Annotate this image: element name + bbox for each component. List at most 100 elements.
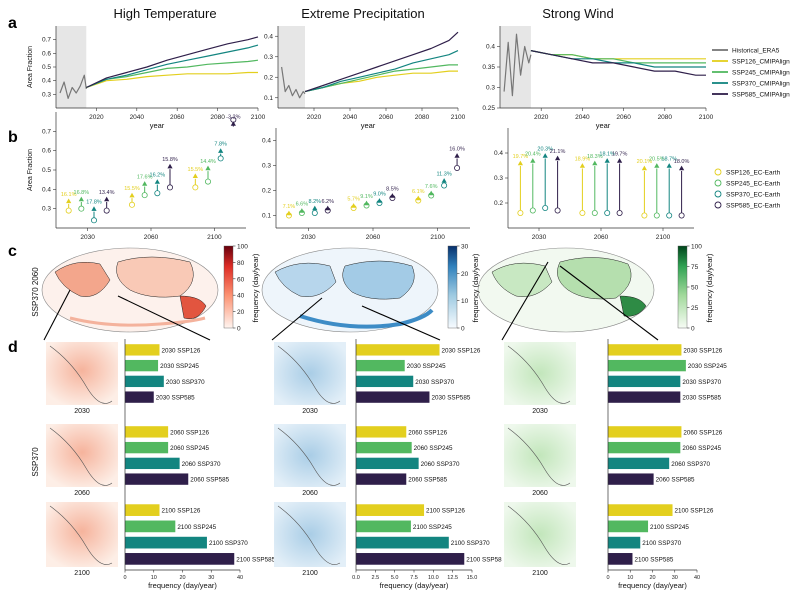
x-tick-label: 2040 xyxy=(130,114,145,121)
legend-label: Historical_ERA5 xyxy=(732,48,780,55)
bar-2060-ssp585 xyxy=(125,473,189,485)
bar-2060-ssp126 xyxy=(125,426,169,438)
percent-label-ssp370: 16.2% xyxy=(150,173,166,179)
arrow-head-ssp126 xyxy=(192,173,198,178)
colorbar-wind: 0 25 50 75 100 frequency (day/year) xyxy=(677,244,714,333)
bar-label: 2060 SSP370 xyxy=(671,461,710,468)
x-tick-label: 2040 xyxy=(575,114,590,121)
percent-label-ssp585: 15.8% xyxy=(162,157,178,163)
arrow-head-ssp370 xyxy=(666,163,672,168)
y-axis-label: Area Fraction xyxy=(27,46,34,88)
bar-2060-ssp585 xyxy=(608,473,654,485)
arrow-head-ssp370 xyxy=(604,158,610,163)
legend-label: SSP585_EC-Earth xyxy=(726,203,781,210)
percent-label-ssp585: -3.2% xyxy=(226,115,240,121)
x-tick-label: 2060 xyxy=(616,114,631,121)
percent-label-ssp245: 17.6% xyxy=(137,175,153,181)
baseline-marker-ssp370 xyxy=(604,209,611,216)
baseline-marker-ssp370 xyxy=(91,217,98,224)
percent-label-ssp245: 14.4% xyxy=(200,159,216,165)
bar-label: 2060 SSP245 xyxy=(170,445,209,452)
baseline-marker-ssp585 xyxy=(454,164,461,171)
bar-2100-ssp370 xyxy=(125,536,207,549)
colorbar-tick-label: 50 xyxy=(691,285,699,292)
arrow-head-ssp585 xyxy=(555,155,561,161)
arrow-head-ssp585 xyxy=(454,153,460,158)
bar-label: 2060 SSP245 xyxy=(682,445,721,452)
series-line-historical_era5 xyxy=(503,33,532,97)
bar-label: 2100 SSP58 xyxy=(466,556,502,563)
panel-letter-a: a xyxy=(8,15,17,32)
baseline-marker-ssp370 xyxy=(542,204,549,211)
bar-2100-ssp126 xyxy=(125,504,160,516)
colorbar-tick-label: 0 xyxy=(461,326,465,333)
arrow-head-ssp245 xyxy=(654,163,660,168)
bar-2030-ssp370 xyxy=(125,375,164,388)
bar-2030-ssp126 xyxy=(125,344,160,356)
percent-label-ssp126: 6.1% xyxy=(412,189,425,195)
x-tick-label: 10 xyxy=(151,575,157,581)
column-title-temperature: High Temperature xyxy=(113,6,216,21)
arrow-head-ssp370 xyxy=(376,198,383,203)
colorbar-tick-label: 10 xyxy=(461,298,469,305)
legend-label: SSP245_EC-Earth xyxy=(726,181,781,188)
x-tick-label: 2030 xyxy=(301,234,316,241)
y-tick-label: 0.4 xyxy=(42,186,51,193)
x-tick-label: 0.0 xyxy=(352,575,360,581)
x-tick-label: 12.5 xyxy=(447,575,458,581)
bar-label: 2060 SSP585 xyxy=(190,477,229,484)
zoom-map-2100 xyxy=(504,502,576,567)
colorbar-tick-label: 0 xyxy=(691,326,695,333)
bar-label: 2060 SSP585 xyxy=(656,477,695,484)
baseline-marker-ssp585 xyxy=(554,207,561,214)
percent-label-ssp585: 16.0% xyxy=(449,147,465,153)
line-chart-precip: 2020 2040 2060 2080 2100 0.1 0.2 0.3 0.4 year xyxy=(264,26,466,130)
line-chart-wind: 2020 2040 2060 2080 2100 0.25 0.3 0.35 0.4 year xyxy=(482,26,714,130)
series-line-ssp245_cmipalign xyxy=(86,59,259,89)
zoom-map-coastline xyxy=(49,427,113,486)
baseline-marker-ssp585 xyxy=(103,207,110,214)
baseline-marker-ssp370 xyxy=(154,190,161,197)
bar-label: 2030 SSP245 xyxy=(688,363,727,370)
zoom-connectors xyxy=(43,261,659,341)
baseline-marker-ssp370 xyxy=(441,182,448,189)
x-tick-label: 2060 xyxy=(594,234,609,241)
bar-2100-ssp245 xyxy=(356,520,411,533)
bar-2060-ssp245 xyxy=(356,441,412,454)
bar-label: 2030 SSP370 xyxy=(415,379,454,386)
zoom-map-year-label: 2060 xyxy=(302,490,318,497)
baseline-marker-ssp585 xyxy=(616,209,623,216)
legend-marker xyxy=(714,179,722,187)
x-tick-label: 30 xyxy=(208,575,214,581)
y-tick-label: 0.1 xyxy=(262,213,271,220)
x-tick-label: 2.5 xyxy=(372,575,380,581)
series-line-ssp370_cmipalign xyxy=(86,44,259,89)
percent-label-ssp370: 8.2% xyxy=(309,199,322,205)
arrow-head-ssp585 xyxy=(230,121,236,126)
arrow-head-ssp126 xyxy=(415,195,421,201)
arrow-head-ssp370 xyxy=(542,153,548,158)
bar-label: 2100 SSP245 xyxy=(177,524,216,531)
bar-label: 2060 SSP245 xyxy=(414,445,453,452)
percent-label-ssp126: 16.1% xyxy=(61,192,77,198)
x-tick-label: 2060 xyxy=(379,114,394,121)
baseline-marker-ssp245 xyxy=(653,212,660,219)
bar-2060-ssp370 xyxy=(356,457,419,470)
x-tick-label: 15.0 xyxy=(467,575,478,581)
colorbar-label-temperature: frequency (day/year) xyxy=(251,253,260,322)
colorbar-tick-label: 100 xyxy=(237,244,248,251)
zoom-map-coastline xyxy=(507,505,571,565)
baseline-marker-ssp585 xyxy=(166,184,173,191)
percent-label-ssp585: 6.2% xyxy=(321,199,334,205)
legend-label: SSP126_CMIPAlign xyxy=(732,59,790,66)
colorbar-tick-label: 30 xyxy=(461,244,469,251)
x-tick-label: 2080 xyxy=(415,114,430,121)
bar-2100-ssp370 xyxy=(608,536,641,549)
baseline-marker-ssp245 xyxy=(78,205,85,212)
arrow-head-ssp245 xyxy=(142,181,148,186)
zoom-map-year-label: 2030 xyxy=(532,408,548,415)
percent-label-ssp370: 7.8% xyxy=(214,142,227,148)
colorbar-precipitation: 0 10 20 30 frequency (day/year) xyxy=(447,244,480,333)
